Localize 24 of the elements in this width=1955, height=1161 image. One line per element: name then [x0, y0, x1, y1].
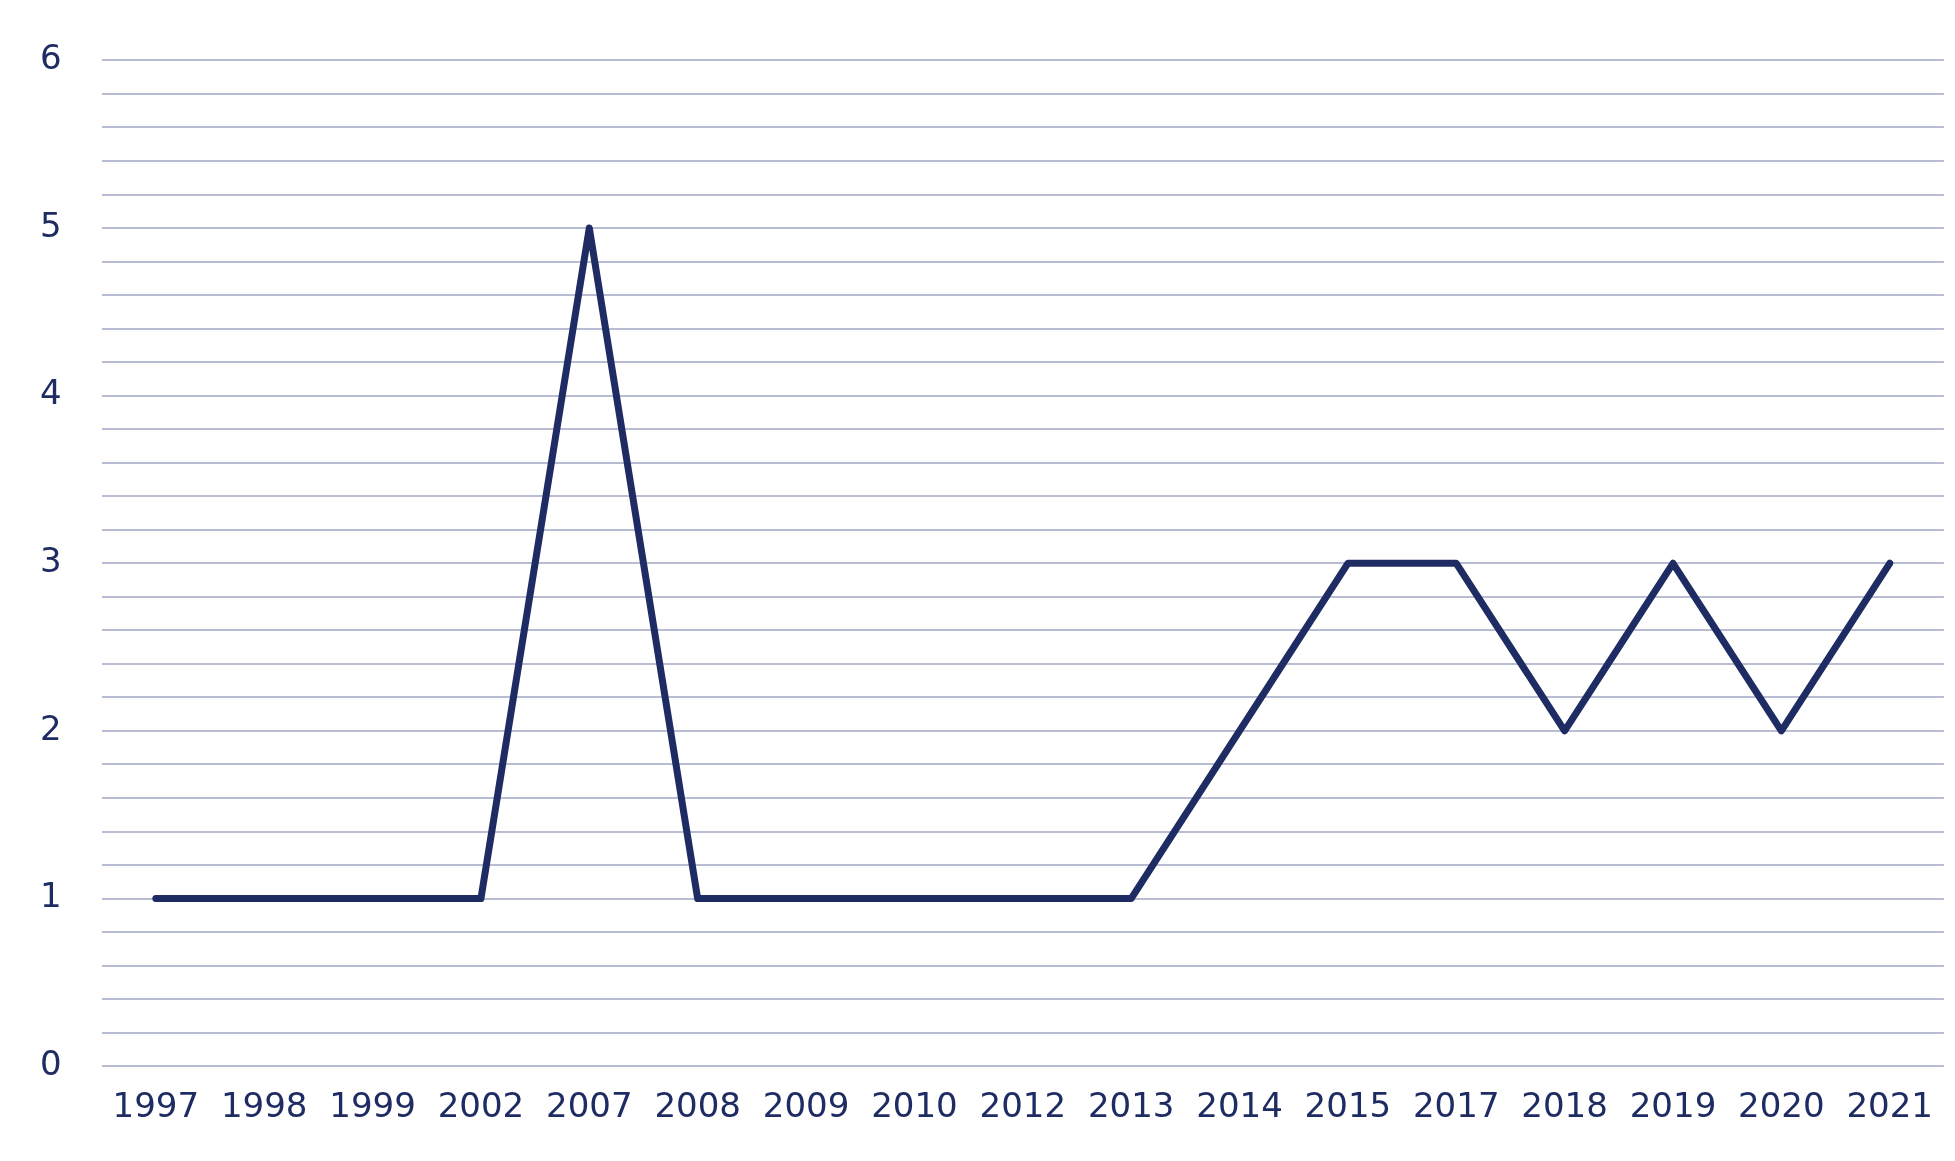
x-tick-label: 2002: [437, 1085, 525, 1126]
y-tick-label: 2: [39, 707, 62, 748]
x-tick-label: 2019: [1629, 1085, 1717, 1126]
x-tick-label: 2007: [546, 1085, 633, 1126]
y-tick-label: 3: [39, 540, 62, 581]
x-tick-label: 2017: [1412, 1085, 1500, 1126]
x-tick-label: 2009: [762, 1085, 850, 1126]
x-tick-label: 2014: [1196, 1085, 1283, 1126]
x-tick-label: 2020: [1738, 1085, 1825, 1126]
x-tick-label: 1998: [220, 1085, 308, 1126]
y-tick-label: 1: [39, 875, 62, 916]
x-tick-label: 2021: [1846, 1085, 1933, 1126]
x-tick-label: 2010: [871, 1085, 958, 1126]
y-tick-label: 4: [39, 372, 62, 413]
y-tick-label: 6: [39, 37, 62, 78]
y-tick-label: 5: [39, 204, 62, 245]
x-tick-label: 2013: [1087, 1085, 1175, 1126]
y-tick-label: 0: [39, 1043, 62, 1084]
x-tick-label: 2012: [979, 1085, 1067, 1126]
x-tick-label: 2018: [1521, 1085, 1608, 1126]
x-tick-label: 2015: [1304, 1085, 1392, 1126]
x-tick-label: 2008: [654, 1085, 741, 1126]
x-tick-label: 1999: [329, 1085, 416, 1126]
x-tick-label: 1997: [112, 1085, 200, 1126]
